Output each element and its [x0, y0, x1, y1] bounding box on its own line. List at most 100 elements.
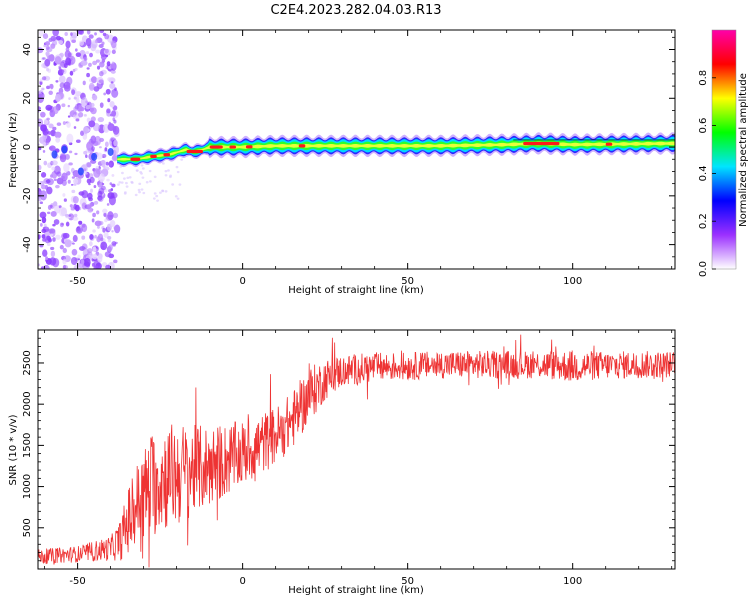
noise-blob — [108, 162, 112, 167]
noise-blob — [102, 227, 106, 233]
noise-blob — [58, 40, 64, 45]
noise-blob — [130, 180, 134, 184]
noise-blob — [50, 250, 56, 258]
noise-blob — [96, 236, 101, 243]
noise-blob — [61, 145, 68, 154]
noise-blob — [78, 191, 85, 196]
noise-blob — [70, 183, 74, 186]
noise-blob — [164, 174, 168, 177]
noise-blob — [70, 32, 73, 37]
noise-blob — [52, 237, 56, 242]
noise-blob — [63, 62, 68, 69]
noise-blob — [59, 154, 67, 163]
noise-blob — [138, 190, 141, 194]
ridge-core-red — [150, 154, 157, 159]
noise-blob — [86, 72, 90, 78]
noise-blob — [55, 93, 61, 102]
noise-blob — [91, 146, 95, 152]
noise-blob — [45, 41, 51, 46]
noise-blob — [46, 67, 49, 72]
colorbar-tick-label: 0.6 — [698, 118, 709, 134]
noise-blob — [74, 204, 80, 212]
colorbar-frame — [711, 29, 737, 270]
noise-blob — [89, 234, 94, 240]
noise-blob — [176, 170, 180, 174]
snr-y-tick-label: 1500 — [22, 433, 33, 458]
noise-blob — [73, 126, 77, 129]
noise-blob — [47, 211, 51, 215]
figure-title: C2E4.2023.282.04.03.R13 — [270, 3, 441, 18]
noise-blob — [164, 190, 168, 193]
noise-blob — [101, 153, 107, 158]
noise-blob — [77, 254, 81, 259]
noise-blob — [62, 258, 67, 265]
noise-blob — [175, 165, 179, 169]
noise-blob — [69, 70, 74, 76]
ridge-core-red — [245, 145, 253, 149]
spectrogram-x-label: Height of straight line (km) — [288, 285, 424, 296]
noise-blob — [90, 102, 95, 108]
noise-blob — [91, 262, 95, 267]
spectrogram-x-tick-label: -50 — [69, 276, 85, 287]
noise-blob — [106, 178, 110, 182]
noise-blob — [99, 102, 104, 108]
noise-blob — [40, 184, 47, 190]
snr-y-tick-label: 1000 — [22, 474, 33, 499]
noise-blob — [71, 39, 76, 44]
noise-blob — [71, 89, 76, 96]
noise-blob — [68, 214, 72, 217]
noise-blob — [85, 154, 88, 158]
noise-blob — [72, 216, 79, 221]
noise-blob — [88, 197, 93, 202]
noise-blob — [75, 52, 82, 58]
spectrogram-x-tick-label: 0 — [239, 276, 245, 287]
noise-blob — [82, 133, 88, 140]
noise-blob — [61, 179, 67, 186]
snr-y-label: SNR (10 * v/v) — [8, 414, 19, 485]
noise-blob — [66, 121, 71, 128]
noise-blob — [64, 239, 72, 248]
noise-blob — [66, 133, 74, 144]
noise-blob — [155, 194, 159, 198]
noise-blob — [47, 54, 54, 60]
noise-blob — [88, 62, 92, 67]
noise-blob — [164, 169, 168, 173]
noise-blob — [113, 139, 118, 147]
noise-blob — [50, 174, 53, 178]
noise-blob — [42, 226, 46, 229]
noise-blob — [100, 179, 104, 183]
spectrogram-x-tick-label: 50 — [401, 276, 414, 287]
noise-blob — [47, 204, 52, 210]
noise-blob — [118, 181, 122, 184]
noise-blob — [75, 118, 80, 122]
noise-blob — [51, 150, 58, 159]
colorbar-tick-label: 0.0 — [698, 261, 709, 277]
noise-blob — [104, 251, 112, 258]
noise-blob — [41, 234, 46, 239]
snr-panel: -50 0 50 100 500 1000 1500 2000 2500 Height of … — [8, 329, 676, 596]
noise-blob — [95, 59, 101, 63]
noise-blob — [100, 185, 106, 191]
noise-blob — [94, 220, 102, 227]
ridge-band-yellow — [117, 141, 675, 161]
noise-blob — [113, 119, 117, 124]
noise-blob — [70, 256, 78, 266]
noise-blob — [61, 172, 68, 182]
noise-blob — [42, 238, 47, 242]
noise-blob — [122, 177, 126, 180]
noise-blob — [142, 191, 146, 195]
spectrogram-y-tick-label: 0 — [22, 144, 33, 150]
noise-blob — [42, 57, 46, 60]
noise-blob — [176, 197, 180, 200]
noise-blob — [38, 234, 41, 240]
noise-blob — [83, 113, 87, 117]
noise-blob — [56, 171, 62, 177]
noise-blob — [87, 207, 94, 213]
snr-x-tick-label: -50 — [69, 576, 85, 587]
noise-blob — [105, 88, 111, 95]
ridge-core-red — [163, 153, 171, 157]
noise-blob — [58, 67, 62, 70]
noise-blob — [111, 88, 119, 98]
snr-x-tick-label: 100 — [563, 576, 582, 587]
noise-blob — [91, 152, 98, 161]
